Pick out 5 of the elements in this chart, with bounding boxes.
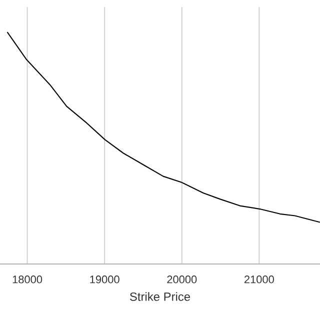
x-tick-label: 18000 [12, 276, 42, 284]
x-tick-label: 21000 [244, 276, 274, 284]
x-tick-label: 20000 [167, 276, 197, 284]
x-tick-label: 19000 [90, 276, 120, 284]
x-axis-title: Strike Price [130, 292, 190, 301]
